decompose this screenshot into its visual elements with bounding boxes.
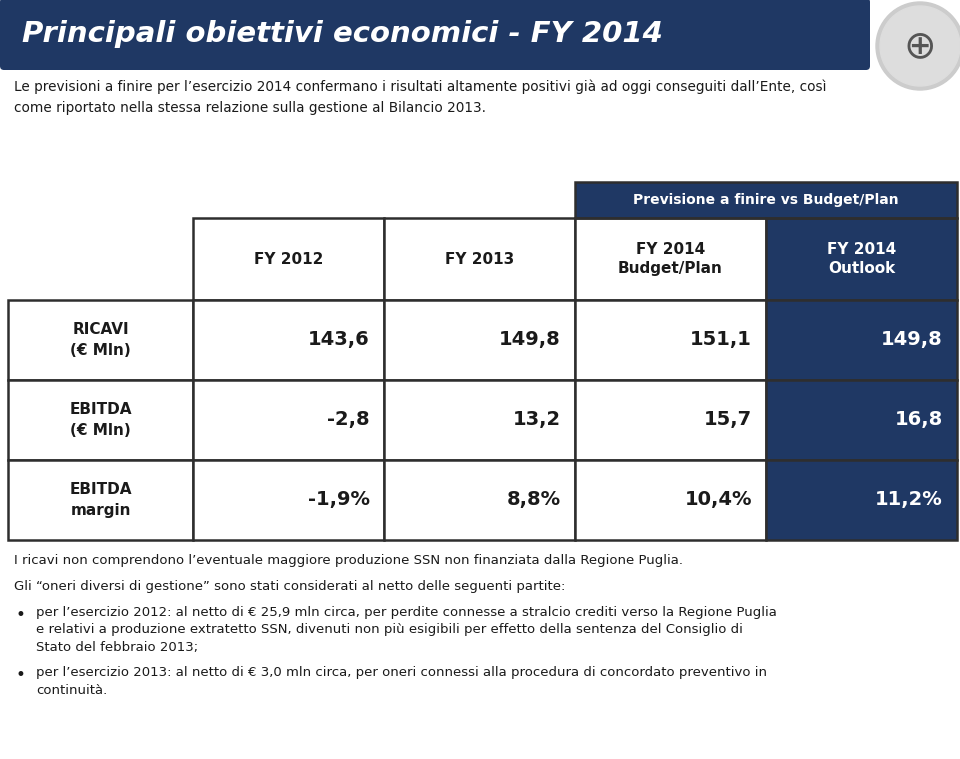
Text: Le previsioni a finire per l’esercizio 2014 confermano i risultati altamente pos: Le previsioni a finire per l’esercizio 2…	[14, 80, 827, 115]
Text: per l’esercizio 2012: al netto di € 25,9 mln circa, per perdite connesse a stral: per l’esercizio 2012: al netto di € 25,9…	[36, 606, 777, 654]
Text: 149,8: 149,8	[881, 330, 943, 349]
Text: 15,7: 15,7	[704, 411, 752, 430]
Bar	[384, 300, 575, 380]
Text: FY 2014
Budget/Plan: FY 2014 Budget/Plan	[618, 241, 723, 276]
Bar	[575, 300, 766, 380]
Text: Principali obiettivi economici - FY 2014: Principali obiettivi economici - FY 2014	[22, 20, 662, 48]
Text: EBITDA
(€ Mln): EBITDA (€ Mln)	[69, 402, 132, 438]
Text: 11,2%: 11,2%	[876, 490, 943, 509]
Text: ⊕: ⊕	[903, 27, 936, 65]
Text: FY 2014
Outlook: FY 2014 Outlook	[827, 241, 896, 276]
Bar	[193, 460, 384, 540]
Bar	[8, 380, 193, 460]
Bar	[575, 218, 766, 300]
Text: FY 2013: FY 2013	[444, 251, 515, 266]
Bar	[193, 218, 384, 300]
Text: -1,9%: -1,9%	[308, 490, 370, 509]
Bar	[575, 182, 957, 218]
Circle shape	[876, 2, 960, 90]
Bar	[575, 380, 766, 460]
Text: Gli “oneri diversi di gestione” sono stati considerati al netto delle seguenti p: Gli “oneri diversi di gestione” sono sta…	[14, 580, 565, 593]
Bar	[766, 300, 957, 380]
Circle shape	[880, 6, 960, 86]
Text: EBITDA
margin: EBITDA margin	[69, 482, 132, 518]
Text: •: •	[16, 606, 26, 624]
Bar	[766, 460, 957, 540]
Text: RICAVI
(€ Mln): RICAVI (€ Mln)	[70, 322, 131, 358]
Bar	[8, 460, 193, 540]
Text: 143,6: 143,6	[308, 330, 370, 349]
Bar	[384, 218, 575, 300]
Text: per l’esercizio 2013: al netto di € 3,0 mln circa, per oneri connessi alla proce: per l’esercizio 2013: al netto di € 3,0 …	[36, 666, 767, 697]
Text: Previsione a finire vs Budget/Plan: Previsione a finire vs Budget/Plan	[634, 193, 899, 207]
Bar	[766, 218, 957, 300]
Text: 10,4%: 10,4%	[684, 490, 752, 509]
Text: 8,8%: 8,8%	[507, 490, 561, 509]
Text: •: •	[16, 666, 26, 684]
Text: 16,8: 16,8	[895, 411, 943, 430]
Text: 151,1: 151,1	[690, 330, 752, 349]
Bar	[8, 300, 193, 380]
Bar	[575, 182, 957, 218]
Bar	[766, 380, 957, 460]
Bar	[384, 460, 575, 540]
Text: 149,8: 149,8	[499, 330, 561, 349]
Bar	[575, 460, 766, 540]
Bar	[193, 300, 384, 380]
Text: FY 2012: FY 2012	[253, 251, 324, 266]
FancyBboxPatch shape	[0, 0, 870, 70]
Text: I ricavi non comprendono l’eventuale maggiore produzione SSN non finanziata dall: I ricavi non comprendono l’eventuale mag…	[14, 554, 683, 567]
Text: -2,8: -2,8	[327, 411, 370, 430]
Bar	[193, 380, 384, 460]
Text: 13,2: 13,2	[513, 411, 561, 430]
Bar	[384, 380, 575, 460]
